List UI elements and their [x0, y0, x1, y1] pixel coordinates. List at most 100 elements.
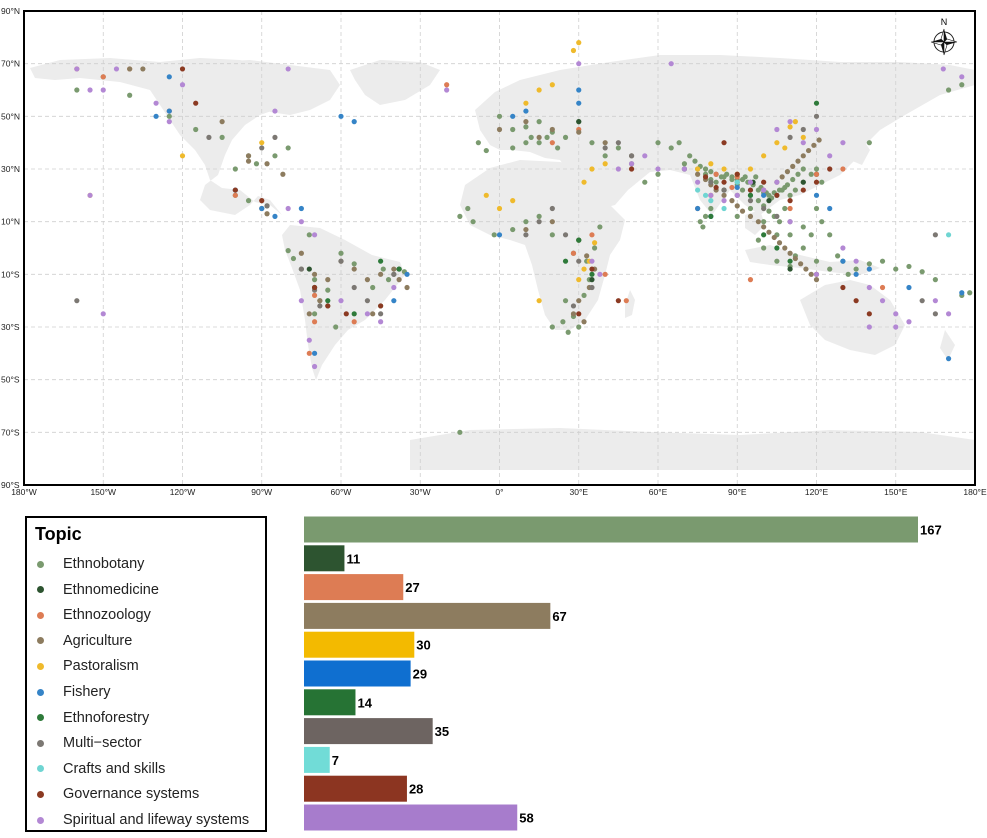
legend-label: Fishery	[63, 684, 111, 700]
site-point	[576, 277, 582, 283]
site-point	[510, 226, 516, 233]
site-point	[787, 219, 793, 225]
bar	[304, 545, 345, 572]
site-point	[562, 258, 569, 264]
site-point	[245, 153, 252, 159]
site-point	[549, 219, 555, 225]
site-point	[100, 74, 106, 80]
bar-value-label: 58	[519, 811, 533, 826]
site-point	[179, 66, 186, 72]
bar-value-label: 14	[357, 695, 372, 710]
site-point	[378, 258, 384, 264]
site-point	[589, 266, 595, 272]
site-point	[800, 179, 806, 185]
site-point	[523, 226, 529, 233]
site-point	[166, 108, 172, 114]
x-tick-label: 30°E	[569, 487, 588, 497]
site-point	[813, 258, 820, 264]
site-point	[562, 134, 569, 140]
site-point	[351, 119, 357, 125]
legend-item: Ethnoforestry	[37, 708, 149, 728]
site-point	[581, 319, 587, 325]
site-point	[496, 113, 503, 119]
site-point	[702, 192, 709, 198]
legend-item: Multi−sector	[37, 733, 142, 753]
site-point	[813, 126, 820, 133]
site-point	[932, 277, 938, 283]
site-point	[166, 119, 172, 125]
site-point	[893, 324, 899, 330]
site-point	[219, 119, 225, 125]
site-point	[800, 166, 806, 172]
site-point	[734, 179, 740, 185]
site-point	[753, 174, 759, 180]
site-point	[755, 219, 761, 225]
site-point	[771, 234, 777, 241]
site-point	[747, 192, 754, 198]
site-point	[549, 232, 555, 238]
site-point	[581, 266, 587, 272]
site-point	[391, 271, 397, 277]
site-point	[510, 113, 516, 119]
site-point	[959, 290, 965, 296]
x-tick-label: 120°W	[170, 487, 196, 497]
site-point	[747, 213, 754, 219]
site-point	[729, 174, 735, 180]
site-point	[755, 237, 761, 243]
site-point	[510, 145, 516, 151]
site-point	[153, 113, 159, 119]
site-point	[787, 232, 793, 238]
site-point	[536, 119, 542, 125]
site-point	[285, 248, 291, 254]
legend-label: Ethnobotany	[63, 556, 145, 572]
y-tick-label: 70°S	[1, 427, 20, 437]
site-point	[734, 192, 740, 198]
y-tick-label: 50°S	[1, 375, 20, 385]
site-point	[576, 324, 582, 330]
site-point	[721, 179, 727, 185]
site-point	[739, 208, 746, 214]
site-point	[932, 298, 938, 304]
site-point	[790, 176, 796, 183]
map-frame	[23, 10, 976, 486]
site-point	[351, 266, 357, 272]
legend-item: Fishery	[37, 682, 111, 702]
x-tick-label: 60°W	[331, 487, 352, 497]
site-point	[311, 232, 318, 238]
site-point	[782, 205, 788, 212]
site-point	[945, 311, 952, 317]
site-point	[676, 140, 682, 146]
x-tick-label: 150°E	[884, 487, 908, 497]
site-point	[713, 171, 719, 177]
site-point	[718, 174, 725, 180]
site-point	[298, 266, 304, 272]
site-point	[264, 203, 270, 209]
y-tick-label: 10°N	[1, 217, 20, 227]
x-tick-label: 90°W	[251, 487, 272, 497]
site-point	[853, 271, 859, 277]
site-point	[562, 232, 569, 238]
site-point	[866, 261, 872, 267]
site-point	[306, 266, 312, 272]
legend-dot-icon	[37, 560, 44, 568]
site-point	[655, 166, 661, 172]
site-point	[179, 82, 186, 88]
site-point	[790, 163, 796, 169]
bar-value-label: 35	[435, 724, 449, 739]
site-point	[576, 61, 582, 67]
site-point	[549, 140, 555, 146]
site-point	[317, 298, 323, 304]
site-point	[280, 171, 286, 177]
site-point	[193, 126, 199, 133]
site-point	[306, 337, 312, 343]
site-point	[74, 66, 80, 72]
site-point	[576, 119, 582, 125]
site-point	[602, 161, 608, 167]
x-tick-label: 60°E	[649, 487, 668, 497]
site-point	[747, 187, 754, 193]
site-point	[827, 232, 833, 238]
site-point	[245, 198, 252, 204]
site-point	[311, 284, 318, 291]
site-point	[827, 166, 833, 172]
site-point	[391, 284, 397, 291]
